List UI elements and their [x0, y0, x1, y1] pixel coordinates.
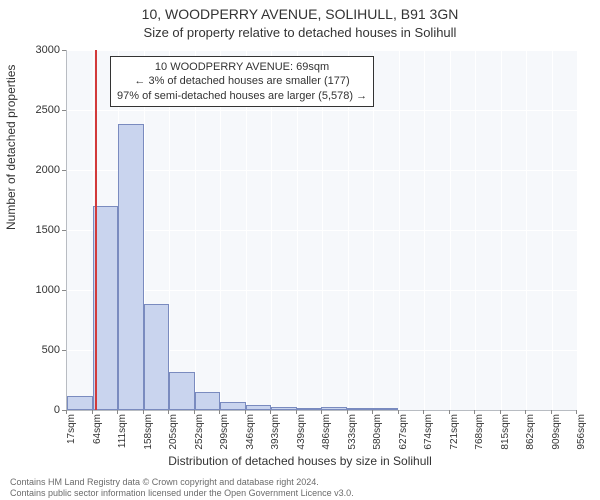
- x-tick-mark: [168, 410, 169, 414]
- gridline-v: [577, 50, 578, 410]
- annotation-line1: 10 WOODPERRY AVENUE: 69sqm: [117, 60, 367, 74]
- footer-line2: Contains public sector information licen…: [10, 488, 354, 498]
- y-tick-mark: [62, 350, 66, 351]
- gridline-v: [526, 50, 527, 410]
- y-axis-label: Number of detached properties: [4, 65, 18, 230]
- x-tick-mark: [321, 410, 322, 414]
- x-axis-label: Distribution of detached houses by size …: [0, 454, 600, 468]
- x-tick-mark: [92, 410, 93, 414]
- y-tick-mark: [62, 230, 66, 231]
- x-tick-mark: [449, 410, 450, 414]
- gridline-v: [475, 50, 476, 410]
- y-tick-label: 2000: [10, 164, 60, 176]
- y-tick-label: 0: [10, 404, 60, 416]
- footer: Contains HM Land Registry data © Crown c…: [10, 477, 354, 498]
- y-tick-label: 500: [10, 344, 60, 356]
- histogram-bar: [296, 408, 322, 410]
- annotation-line3: 97% of semi-detached houses are larger (…: [117, 89, 367, 103]
- x-tick-mark: [551, 410, 552, 414]
- gridline-v: [501, 50, 502, 410]
- subject-marker-line: [95, 50, 97, 410]
- histogram-bar: [347, 408, 373, 410]
- histogram-bar: [118, 124, 144, 410]
- x-tick-mark: [117, 410, 118, 414]
- y-tick-mark: [62, 110, 66, 111]
- x-tick-mark: [423, 410, 424, 414]
- x-tick-mark: [66, 410, 67, 414]
- histogram-bar: [220, 402, 246, 410]
- chart-title: 10, WOODPERRY AVENUE, SOLIHULL, B91 3GN: [0, 0, 600, 23]
- gridline-v: [450, 50, 451, 410]
- chart-subtitle: Size of property relative to detached ho…: [0, 23, 600, 40]
- y-tick-mark: [62, 170, 66, 171]
- footer-line1: Contains HM Land Registry data © Crown c…: [10, 477, 354, 487]
- y-tick-label: 1000: [10, 284, 60, 296]
- gridline-v: [424, 50, 425, 410]
- histogram-bar: [246, 405, 272, 410]
- x-tick-mark: [194, 410, 195, 414]
- y-tick-mark: [62, 50, 66, 51]
- x-tick-mark: [500, 410, 501, 414]
- x-tick-mark: [143, 410, 144, 414]
- x-tick-mark: [576, 410, 577, 414]
- chart-container: { "title": "10, WOODPERRY AVENUE, SOLIHU…: [0, 0, 600, 500]
- annotation-box: 10 WOODPERRY AVENUE: 69sqm ← 3% of detac…: [110, 56, 374, 107]
- gridline-v: [399, 50, 400, 410]
- y-tick-mark: [62, 290, 66, 291]
- annotation-line2: ← 3% of detached houses are smaller (177…: [117, 74, 367, 88]
- x-tick-mark: [347, 410, 348, 414]
- x-tick-mark: [372, 410, 373, 414]
- histogram-bar: [271, 407, 297, 410]
- histogram-bar: [321, 407, 347, 410]
- x-tick-mark: [474, 410, 475, 414]
- histogram-bar: [169, 372, 195, 410]
- x-tick-mark: [525, 410, 526, 414]
- y-tick-label: 1500: [10, 224, 60, 236]
- y-tick-label: 3000: [10, 44, 60, 56]
- histogram-bar: [67, 396, 93, 410]
- y-tick-label: 2500: [10, 104, 60, 116]
- x-tick-mark: [245, 410, 246, 414]
- x-tick-mark: [219, 410, 220, 414]
- x-tick-mark: [398, 410, 399, 414]
- x-tick-mark: [270, 410, 271, 414]
- histogram-bar: [144, 304, 170, 410]
- gridline-v: [552, 50, 553, 410]
- histogram-bar: [195, 392, 221, 410]
- histogram-bar: [372, 408, 398, 410]
- x-tick-mark: [296, 410, 297, 414]
